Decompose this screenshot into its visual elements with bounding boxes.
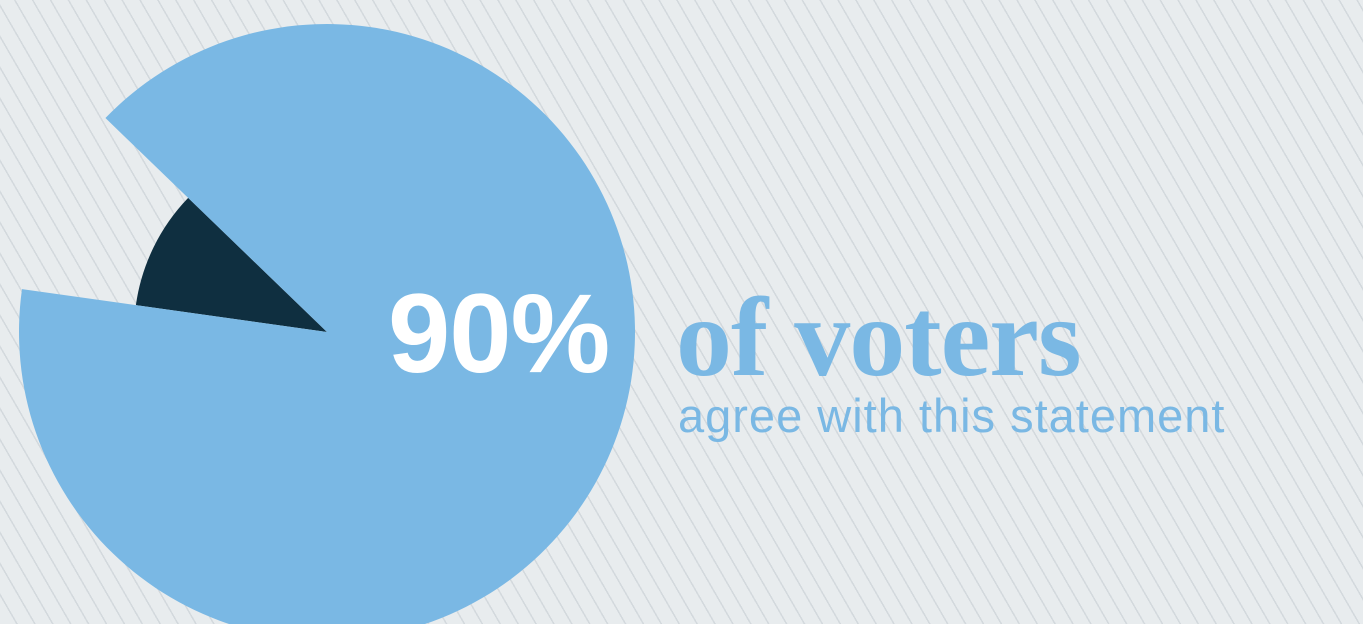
- headline-of-voters: of voters: [676, 276, 1082, 400]
- percent-label: 90%: [388, 271, 610, 396]
- pie-slice-agree: [19, 23, 635, 624]
- pie-slice-other: [135, 197, 327, 332]
- subline-agree: agree with this statement: [678, 389, 1226, 442]
- stat-percent: 90%: [388, 278, 610, 390]
